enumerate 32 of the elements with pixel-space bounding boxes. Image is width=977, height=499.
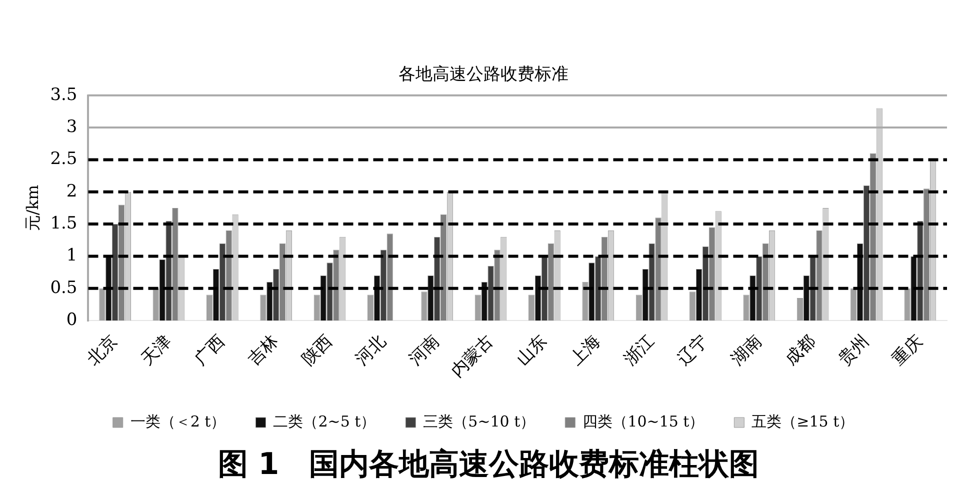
y-tick-label: 2 xyxy=(66,181,78,202)
y-tick-label: 1 xyxy=(66,246,78,266)
legend-label: 三类（5~10 t） xyxy=(423,412,536,430)
y-tick-label: 3 xyxy=(66,116,78,137)
x-tick-label: 山东 xyxy=(512,331,552,370)
x-tick-label: 河南 xyxy=(406,331,444,370)
x-tick-label: 湖南 xyxy=(728,331,766,370)
x-tick-label: 重庆 xyxy=(888,331,927,370)
x-tick-label: 内蒙古 xyxy=(447,331,498,382)
x-tick-label: 浙江 xyxy=(620,331,658,370)
y-tick-label: 2.5 xyxy=(50,149,78,170)
y-tick-label: 0 xyxy=(66,310,78,330)
legend-label: 一类（＜2 t） xyxy=(130,412,226,430)
x-tick-label: 贵州 xyxy=(834,331,874,370)
x-tick-label: 辽宁 xyxy=(674,331,712,370)
y-axis-title: 元/km xyxy=(22,184,42,232)
x-tick-label: 陕西 xyxy=(298,331,336,370)
x-tick-label: 北京 xyxy=(84,331,122,370)
legend-label: 五类（≥15 t） xyxy=(752,412,854,430)
caption: 图 1 国内各地高速公路收费标准柱状图 xyxy=(216,446,760,484)
y-tick-label: 3.5 xyxy=(50,84,78,105)
y-tick-label: 1.5 xyxy=(50,213,78,234)
x-tick-label: 上海 xyxy=(566,331,605,370)
chart-title: 各地高速公路收费标准 xyxy=(398,64,568,85)
x-tick-label: 河北 xyxy=(352,331,390,370)
x-tick-label: 广西 xyxy=(190,331,230,370)
legend-label: 二类（2~5 t） xyxy=(273,412,376,430)
x-tick-label: 天津 xyxy=(137,331,176,370)
x-tick-label: 成都 xyxy=(781,331,820,370)
y-tick-label: 0.5 xyxy=(50,278,78,298)
legend-label: 四类（10~15 t） xyxy=(582,412,704,430)
x-tick-label: 吉林 xyxy=(244,331,283,370)
